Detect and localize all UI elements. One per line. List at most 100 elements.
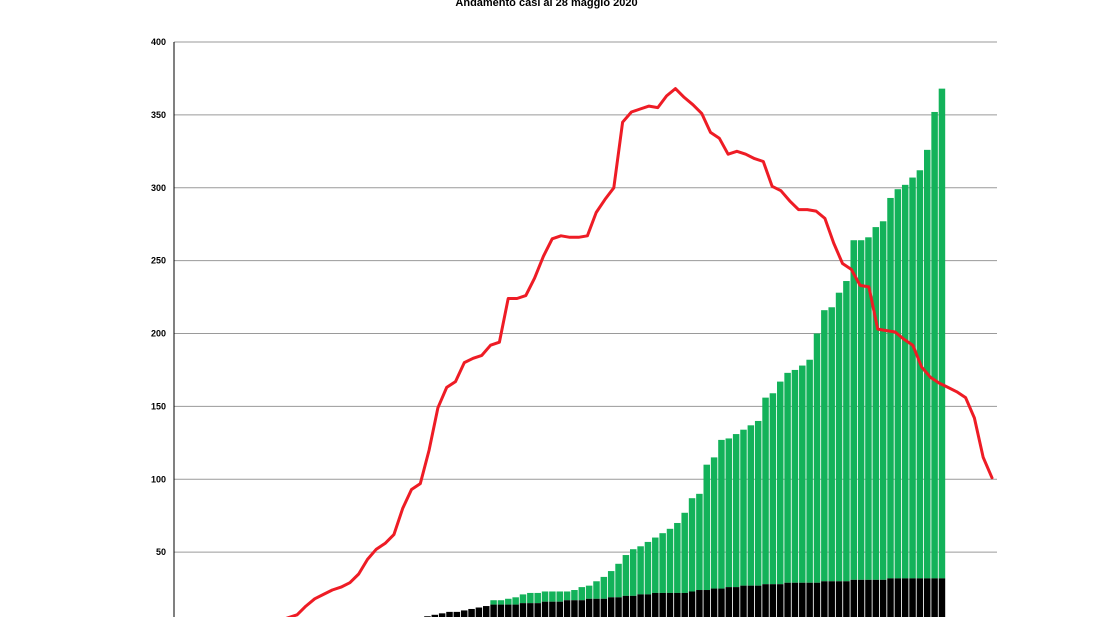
bar-lower-segment bbox=[747, 585, 755, 617]
bar-lower-segment bbox=[769, 584, 777, 617]
bar-lower-segment bbox=[777, 584, 784, 617]
bar-lower-segment bbox=[468, 608, 475, 617]
bar-lower-segment bbox=[703, 590, 710, 617]
bar-upper-segment bbox=[527, 592, 534, 604]
bar-upper-segment bbox=[593, 581, 600, 599]
bar-lower-segment bbox=[821, 581, 828, 617]
bar-lower-segment bbox=[578, 600, 586, 617]
bar-upper-segment bbox=[534, 592, 541, 604]
bar-upper-segment bbox=[512, 597, 519, 605]
bar-lower-segment bbox=[784, 582, 791, 617]
bar-upper-segment bbox=[784, 372, 791, 583]
bar-upper-segment bbox=[622, 555, 630, 596]
bar-lower-segment bbox=[924, 578, 931, 617]
bar-lower-segment bbox=[725, 587, 733, 617]
bar-lower-segment bbox=[490, 604, 497, 617]
bar-lower-segment bbox=[681, 592, 688, 617]
bar-upper-segment bbox=[637, 546, 644, 595]
bar-lower-segment bbox=[637, 594, 644, 617]
bar-upper-segment bbox=[791, 369, 799, 583]
bar-upper-segment bbox=[835, 292, 843, 582]
bar-lower-segment bbox=[519, 603, 527, 617]
bar-lower-segment bbox=[901, 578, 909, 617]
bar-lower-segment bbox=[497, 604, 505, 617]
bar-upper-segment bbox=[850, 240, 857, 580]
bar-upper-segment bbox=[563, 591, 571, 601]
bar-upper-segment bbox=[747, 425, 755, 586]
bar-upper-segment bbox=[549, 591, 556, 602]
bar-lower-segment bbox=[460, 610, 468, 617]
bar-lower-segment bbox=[549, 601, 556, 617]
bar-upper-segment bbox=[865, 237, 872, 580]
bar-lower-segment bbox=[857, 579, 865, 617]
bar-lower-segment bbox=[732, 587, 740, 617]
bar-lower-segment bbox=[894, 578, 902, 617]
bar-upper-segment bbox=[703, 464, 710, 591]
bar-upper-segment bbox=[769, 393, 777, 585]
bar-lower-segment bbox=[813, 582, 821, 617]
bar-lower-segment bbox=[659, 592, 666, 617]
bar-upper-segment bbox=[519, 594, 527, 604]
bar-lower-segment bbox=[556, 601, 563, 617]
bar-upper-segment bbox=[725, 438, 733, 588]
bar-upper-segment bbox=[777, 381, 784, 585]
bar-lower-segment bbox=[674, 592, 681, 617]
bar-lower-segment bbox=[563, 600, 571, 617]
bar-lower-segment bbox=[571, 600, 578, 617]
bar-lower-segment bbox=[607, 597, 615, 617]
series-line bbox=[285, 87, 994, 617]
bar-upper-segment bbox=[710, 457, 718, 589]
bar-lower-segment bbox=[938, 578, 946, 617]
bar-upper-segment bbox=[740, 429, 747, 586]
bar-lower-segment bbox=[718, 588, 725, 617]
bar-lower-segment bbox=[475, 607, 483, 617]
bars bbox=[424, 88, 946, 617]
bar-upper-segment bbox=[497, 600, 505, 605]
bar-upper-segment bbox=[490, 600, 497, 605]
bar-upper-segment bbox=[732, 434, 740, 588]
bar-upper-segment bbox=[857, 240, 865, 580]
bar-lower-segment bbox=[585, 598, 593, 617]
bar-lower-segment bbox=[879, 579, 887, 617]
bar-lower-segment bbox=[835, 581, 843, 617]
bar-upper-segment bbox=[541, 591, 549, 602]
bar-lower-segment bbox=[644, 594, 652, 617]
bar-upper-segment bbox=[578, 587, 586, 601]
bar-upper-segment bbox=[666, 528, 674, 593]
bar-upper-segment bbox=[615, 563, 622, 598]
bar-lower-segment bbox=[850, 579, 857, 617]
y-tick-label: 400 bbox=[151, 37, 166, 47]
bar-lower-segment bbox=[843, 581, 850, 617]
bar-lower-segment bbox=[593, 598, 600, 617]
bar-lower-segment bbox=[806, 582, 813, 617]
bar-upper-segment bbox=[585, 585, 593, 599]
bar-lower-segment bbox=[615, 597, 622, 617]
bar-upper-segment bbox=[894, 189, 902, 579]
y-tick-label: 50 bbox=[156, 547, 166, 557]
bar-lower-segment bbox=[754, 585, 762, 617]
bar-upper-segment bbox=[806, 359, 813, 583]
bar-lower-segment bbox=[600, 598, 608, 617]
bar-upper-segment bbox=[843, 281, 850, 582]
bar-upper-segment bbox=[556, 591, 563, 602]
bar-upper-segment bbox=[659, 533, 666, 593]
bar-lower-segment bbox=[909, 578, 916, 617]
bar-upper-segment bbox=[600, 576, 608, 599]
bar-lower-segment bbox=[696, 590, 703, 617]
bar-lower-segment bbox=[534, 603, 541, 617]
y-tick-label: 350 bbox=[151, 110, 166, 120]
bar-upper-segment bbox=[887, 197, 894, 579]
y-tick-label: 100 bbox=[151, 474, 166, 484]
y-tick-label: 200 bbox=[151, 329, 166, 339]
y-axis-tick-labels: 50 100 150 200 250 300 350 400 bbox=[151, 37, 166, 557]
bar-upper-segment bbox=[924, 149, 931, 579]
bar-lower-segment bbox=[630, 595, 637, 617]
bar-upper-segment bbox=[909, 177, 916, 579]
bar-upper-segment bbox=[607, 571, 615, 598]
bar-upper-segment bbox=[571, 590, 578, 601]
bar-upper-segment bbox=[931, 111, 938, 579]
bar-lower-segment bbox=[710, 588, 718, 617]
bar-lower-segment bbox=[541, 601, 549, 617]
bar-upper-segment bbox=[630, 549, 637, 596]
bar-lower-segment bbox=[512, 604, 519, 617]
